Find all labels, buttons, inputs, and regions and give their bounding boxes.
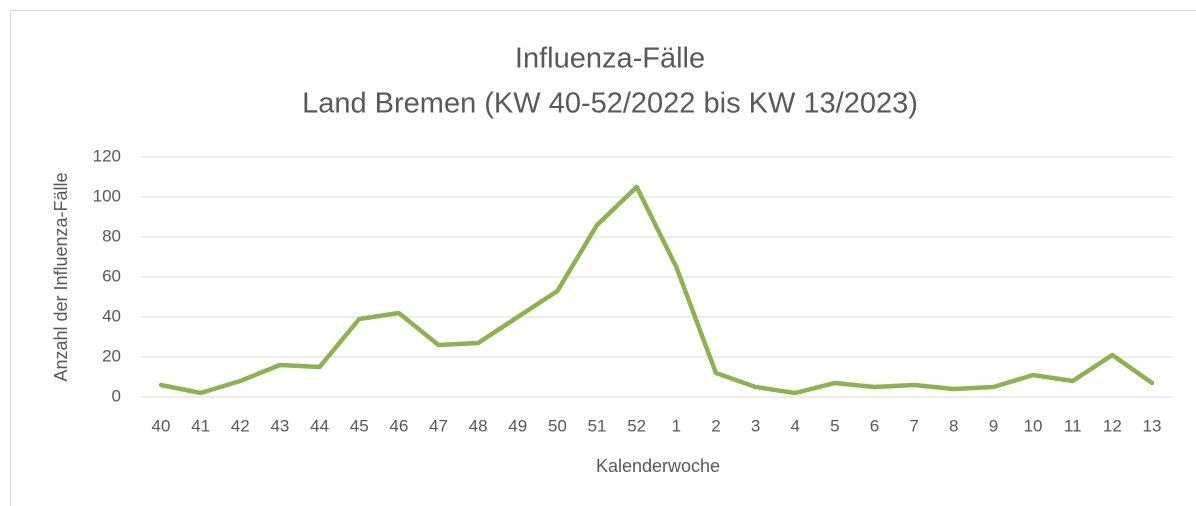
y-tick-label: 80 — [102, 226, 121, 245]
x-tick-label: 13 — [1143, 416, 1162, 435]
x-tick-label: 10 — [1024, 416, 1043, 435]
x-tick-label: 51 — [588, 416, 607, 435]
x-tick-label: 2 — [711, 416, 720, 435]
x-tick-label: 41 — [191, 416, 210, 435]
x-tick-label: 42 — [231, 416, 250, 435]
x-tick-label: 6 — [870, 416, 879, 435]
x-tick-label: 46 — [389, 416, 408, 435]
x-axis-title: Kalenderwoche — [596, 456, 720, 476]
x-tick-label: 47 — [429, 416, 448, 435]
x-tick-label: 11 — [1064, 416, 1082, 435]
x-tick-label: 52 — [627, 416, 646, 435]
x-tick-label: 1 — [672, 416, 681, 435]
data-line — [158, 184, 1155, 396]
y-tick-label: 40 — [102, 306, 121, 325]
chart-border — [10, 10, 1196, 506]
y-axis-title: Anzahl der Influenza-Fälle — [51, 172, 71, 381]
y-tick-label: 120 — [93, 146, 121, 165]
x-tick-label: 44 — [310, 416, 329, 435]
x-tick-label: 48 — [469, 416, 488, 435]
x-tick-label: 50 — [548, 416, 567, 435]
x-tick-label: 43 — [270, 416, 289, 435]
y-tick-label: 0 — [112, 386, 121, 405]
x-tick-label: 5 — [830, 416, 839, 435]
x-tick-label: 4 — [791, 416, 800, 435]
y-tick-label: 100 — [93, 186, 121, 205]
x-tick-label: 45 — [350, 416, 369, 435]
y-tick-label: 60 — [102, 266, 121, 285]
x-tick-label: 8 — [949, 416, 958, 435]
x-tick-label: 40 — [152, 416, 171, 435]
y-tick-label: 20 — [102, 346, 121, 365]
chart-title: Influenza-Fälle — [515, 43, 705, 75]
x-tick-label: 9 — [989, 416, 998, 435]
x-tick-label: 7 — [909, 416, 918, 435]
x-tick-label: 3 — [751, 416, 760, 435]
chart-subtitle: Land Bremen (KW 40-52/2022 bis KW 13/202… — [302, 88, 918, 120]
x-tick-label: 49 — [508, 416, 527, 435]
x-tick-label: 12 — [1103, 416, 1122, 435]
